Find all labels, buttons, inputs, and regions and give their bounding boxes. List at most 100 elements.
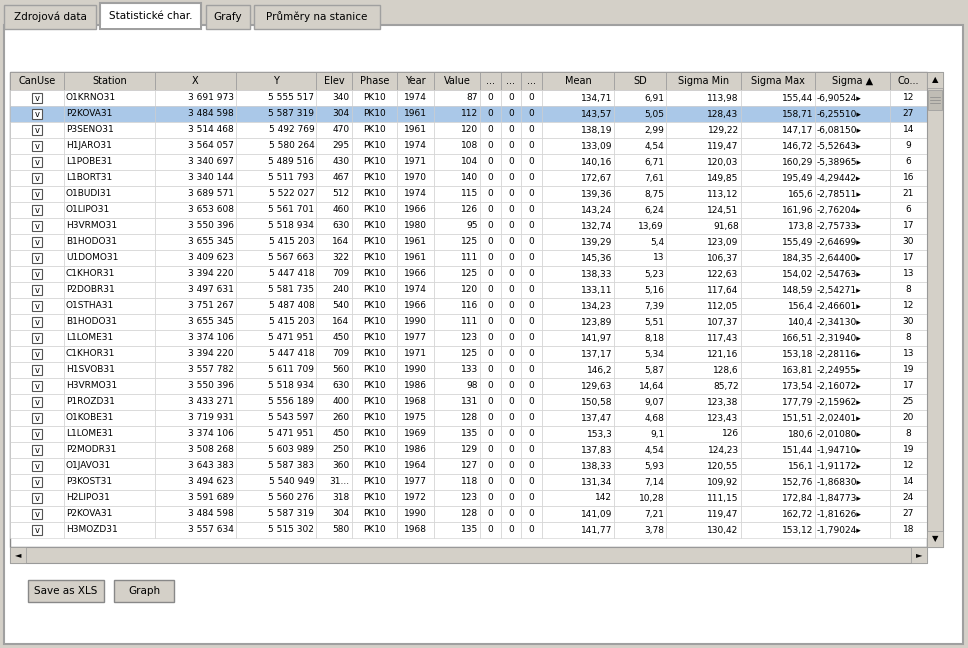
Text: 6: 6: [905, 205, 911, 214]
Bar: [397, 90, 435, 106]
Bar: [206, 5, 250, 29]
Bar: [64, 266, 155, 282]
Text: SD: SD: [633, 76, 648, 86]
Bar: [615, 394, 666, 410]
Bar: [500, 522, 522, 538]
Text: 138,19: 138,19: [581, 126, 613, 135]
Text: Mean: Mean: [565, 76, 591, 86]
Bar: [155, 202, 235, 218]
Text: 0: 0: [508, 413, 514, 422]
Bar: [10, 426, 64, 442]
Text: 0: 0: [508, 334, 514, 343]
Text: -6,25510▸: -6,25510▸: [816, 110, 862, 119]
Text: 4,68: 4,68: [645, 413, 664, 422]
Bar: [741, 314, 815, 330]
Bar: [351, 490, 397, 506]
Text: 0: 0: [529, 253, 534, 262]
Text: Sigma ▲: Sigma ▲: [832, 76, 873, 86]
Text: PK10: PK10: [363, 318, 385, 327]
Text: 184,35: 184,35: [782, 253, 813, 262]
Bar: [542, 522, 615, 538]
Text: 85,72: 85,72: [713, 382, 739, 391]
Text: Co...: Co...: [897, 76, 920, 86]
Text: 5,93: 5,93: [644, 461, 664, 470]
Text: 0: 0: [487, 382, 493, 391]
Bar: [10, 458, 64, 474]
Bar: [542, 218, 615, 234]
Text: 0: 0: [487, 509, 493, 518]
Bar: [155, 506, 235, 522]
Text: 0: 0: [508, 253, 514, 262]
Text: 123,09: 123,09: [708, 238, 739, 246]
Bar: [890, 442, 927, 458]
Text: 0: 0: [529, 270, 534, 279]
Text: 160,29: 160,29: [782, 157, 813, 167]
Text: 5 587 319: 5 587 319: [268, 110, 315, 119]
Text: 129: 129: [461, 446, 478, 454]
Bar: [32, 253, 43, 263]
Text: 0: 0: [529, 446, 534, 454]
Bar: [542, 314, 615, 330]
Text: 112: 112: [461, 110, 478, 119]
Bar: [397, 186, 435, 202]
Text: v: v: [35, 494, 40, 503]
Bar: [317, 106, 351, 122]
Bar: [351, 106, 397, 122]
Text: 1968: 1968: [405, 526, 427, 535]
Bar: [542, 170, 615, 186]
Bar: [397, 506, 435, 522]
Bar: [32, 477, 43, 487]
Bar: [10, 72, 64, 90]
Bar: [615, 522, 666, 538]
Bar: [397, 346, 435, 362]
Bar: [351, 474, 397, 490]
Bar: [64, 250, 155, 266]
Bar: [155, 234, 235, 250]
Bar: [64, 234, 155, 250]
Bar: [815, 442, 890, 458]
Bar: [741, 90, 815, 106]
Text: 304: 304: [332, 509, 349, 518]
Bar: [64, 522, 155, 538]
Text: 113,98: 113,98: [708, 93, 739, 102]
Text: 304: 304: [332, 110, 349, 119]
Bar: [522, 394, 542, 410]
Bar: [741, 282, 815, 298]
Bar: [397, 234, 435, 250]
Bar: [542, 154, 615, 170]
Bar: [64, 314, 155, 330]
Text: 165,6: 165,6: [788, 189, 813, 198]
Bar: [815, 234, 890, 250]
Bar: [32, 365, 43, 375]
Bar: [615, 410, 666, 426]
Text: -1,91172▸: -1,91172▸: [816, 461, 862, 470]
Text: 0: 0: [529, 461, 534, 470]
Bar: [480, 490, 500, 506]
Text: 3 557 782: 3 557 782: [188, 365, 233, 375]
Text: 109,92: 109,92: [708, 478, 739, 487]
Text: 121,16: 121,16: [708, 349, 739, 358]
Bar: [815, 490, 890, 506]
Text: 0: 0: [529, 413, 534, 422]
Text: 123,43: 123,43: [708, 413, 739, 422]
Text: 0: 0: [487, 157, 493, 167]
Text: 5 511 793: 5 511 793: [268, 174, 315, 183]
Bar: [235, 394, 317, 410]
Bar: [666, 250, 741, 266]
Bar: [64, 138, 155, 154]
Bar: [542, 298, 615, 314]
Text: 3 689 571: 3 689 571: [188, 189, 233, 198]
Bar: [32, 429, 43, 439]
Text: 128: 128: [461, 413, 478, 422]
Text: 0: 0: [487, 141, 493, 150]
Text: 630: 630: [332, 222, 349, 231]
Text: 126: 126: [721, 430, 739, 439]
Bar: [32, 157, 43, 167]
Bar: [522, 266, 542, 282]
Text: Sigma Min: Sigma Min: [678, 76, 729, 86]
Bar: [480, 72, 500, 90]
Text: -2,31940▸: -2,31940▸: [816, 334, 861, 343]
Text: ...: ...: [528, 76, 536, 86]
Text: -2,76204▸: -2,76204▸: [816, 205, 861, 214]
Bar: [480, 266, 500, 282]
